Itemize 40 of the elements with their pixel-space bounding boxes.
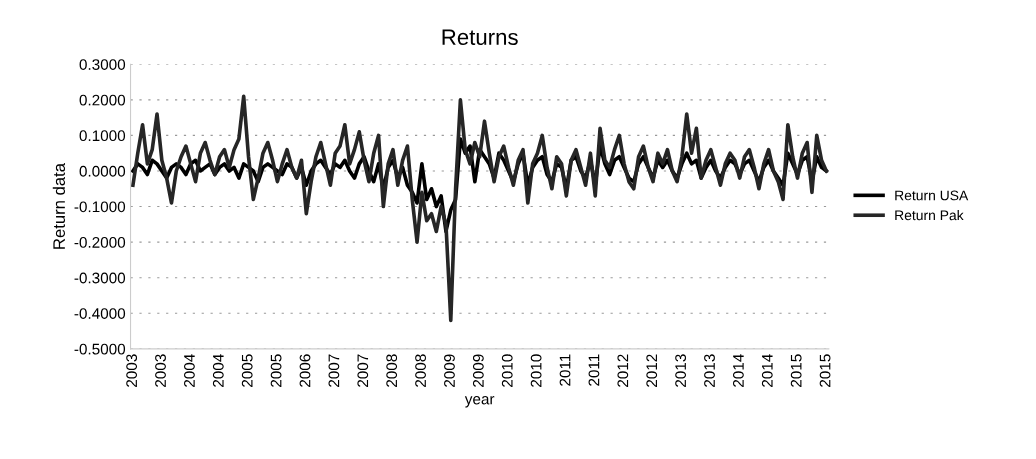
line-series — [131, 94, 829, 323]
x-tick-label: 2012 — [646, 354, 658, 387]
x-tick-label: 2011 — [588, 354, 600, 386]
chart-title: Returns — [442, 29, 518, 46]
x-tick-label: 2004 — [184, 354, 195, 387]
x-tick-label: 2005 — [241, 354, 253, 387]
x-tick-label: 2004 — [212, 354, 224, 387]
x-tick-label: 2015 — [819, 354, 831, 387]
x-tick-label: 2003 — [155, 354, 166, 387]
x-tick-label: 2014 — [761, 354, 773, 387]
y-tick-label: -0.3000 — [74, 272, 126, 284]
x-tick-label: 2005 — [270, 354, 282, 387]
x-tick-label: 2015 — [790, 354, 802, 387]
x-tick-label: 2009 — [472, 354, 484, 387]
y-tick-label: 0.1000 — [79, 130, 126, 142]
x-tick-label: 2003 — [126, 354, 138, 387]
y-tick-label: 0.3000 — [79, 59, 126, 70]
y-tick-label: -0.4000 — [74, 308, 126, 319]
y-tick-label: -0.2000 — [74, 236, 126, 248]
legend-label: Return USA — [895, 190, 969, 201]
x-tick-label: 2011 — [559, 354, 571, 386]
x-tick-label: 2006 — [299, 354, 311, 387]
legend-label: Return Pak — [895, 210, 964, 221]
x-tick-label: 2008 — [386, 354, 398, 387]
x-tick-label: 2010 — [530, 354, 542, 387]
x-tick-label: 2010 — [501, 354, 513, 387]
x-tick-label: 2014 — [732, 354, 744, 387]
x-tick-label: 2009 — [444, 354, 455, 387]
x-tick-label: 2013 — [675, 354, 687, 387]
x-tick-label: 2012 — [617, 354, 629, 387]
x-axis-title: year — [464, 396, 495, 408]
x-tick-label: 2013 — [704, 354, 715, 387]
y-tick-label: 0.2000 — [79, 94, 126, 106]
y-axis-title: Return data — [52, 163, 66, 249]
x-tick-label: 2007 — [357, 354, 369, 387]
x-tick-label: 2008 — [415, 354, 426, 387]
x-tick-label: 2007 — [328, 354, 340, 387]
y-tick-label: -0.1000 — [74, 201, 126, 213]
y-tick-label: 0.0000 — [79, 165, 126, 177]
y-tick-label: -0.5000 — [74, 343, 126, 355]
